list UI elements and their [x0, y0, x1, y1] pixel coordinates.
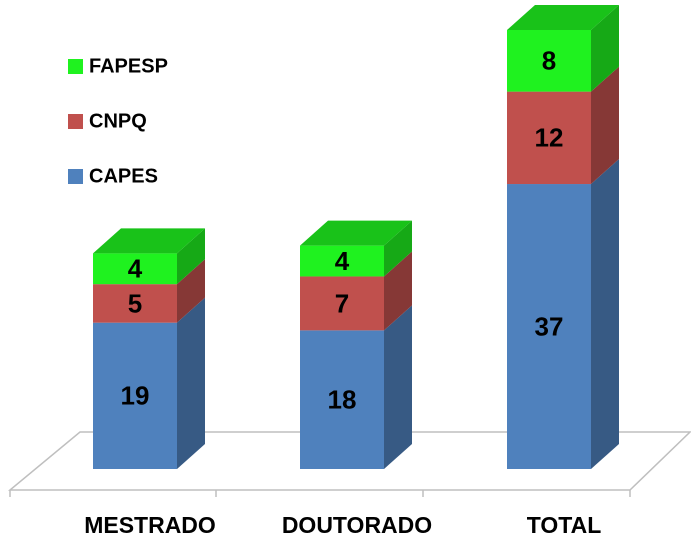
data-label: 19 [121, 381, 150, 411]
bar-top [93, 228, 205, 254]
data-label: 18 [328, 385, 357, 415]
legend-label: CNPQ [89, 110, 147, 132]
data-label: 8 [542, 46, 556, 76]
legend-label: CAPES [89, 165, 158, 187]
bar-side [177, 228, 205, 285]
data-label: 7 [335, 288, 349, 318]
bar-segment [507, 91, 591, 185]
x-tick-label: DOUTORADO [282, 512, 432, 538]
x-tick-label: MESTRADO [84, 512, 216, 538]
legend-swatch [68, 114, 83, 129]
bar-segment [93, 253, 177, 285]
floor [7, 431, 691, 497]
legend-swatch [68, 169, 83, 184]
data-label: 4 [128, 254, 143, 284]
legend-swatch [68, 59, 83, 74]
bar-side [177, 297, 205, 469]
bar-side [384, 220, 412, 277]
x-tick-label: TOTAL [527, 512, 602, 538]
bar-segment [300, 276, 384, 331]
bar-top [507, 5, 619, 30]
data-label: 37 [535, 311, 564, 341]
data-label: 12 [535, 123, 564, 153]
data-label: 5 [128, 288, 142, 318]
bar-side [177, 259, 205, 323]
bar-segment [93, 322, 177, 469]
bar-segment [300, 245, 384, 277]
bar-side [591, 5, 619, 92]
bar-segment [300, 330, 384, 469]
bar-top [300, 220, 412, 246]
bar-side [591, 66, 619, 185]
bar-segment [507, 30, 591, 92]
data-label: 4 [335, 246, 350, 276]
legend-label: FAPESP [89, 55, 168, 77]
bar-segment [507, 184, 591, 469]
bar-side [384, 251, 412, 331]
bar-side [591, 159, 619, 469]
bar-side [384, 305, 412, 469]
bar-segment [93, 284, 177, 323]
